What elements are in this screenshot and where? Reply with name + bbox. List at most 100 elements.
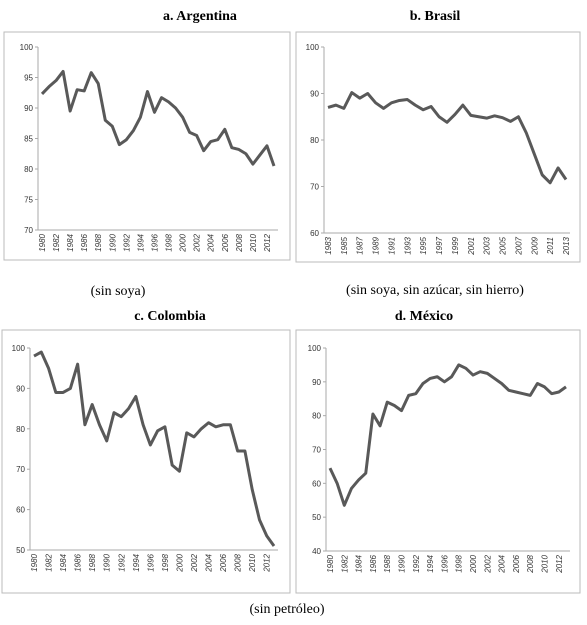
x-tick-label: 1990 [103,553,112,571]
y-tick-label: 80 [312,412,321,421]
panel-caption: (sin soya, sin azúcar, sin hierro) [346,283,524,298]
footnote: (sin petróleo) [249,602,324,617]
x-tick-label: 1998 [165,233,174,251]
y-tick-label: 60 [312,479,321,488]
panel-frame [3,31,291,261]
x-tick-label: 1992 [122,233,131,251]
x-tick-label: 1984 [59,553,68,571]
y-tick-label: 90 [24,104,33,113]
x-tick-label: 1986 [80,233,89,251]
x-tick-label: 2010 [541,554,550,573]
x-tick-label: 1994 [132,553,141,571]
x-tick-label: 2012 [263,233,272,252]
x-tick-label: 2002 [190,553,199,572]
x-tick-label: 2010 [249,233,258,252]
x-tick-label: 2005 [499,236,508,255]
data-line [40,69,276,167]
x-tick-label: 2006 [221,233,230,252]
y-tick-label: 80 [16,425,25,434]
x-tick-label: 1986 [74,553,83,571]
y-tick-label: 70 [310,183,319,192]
x-tick-label: 2008 [234,553,243,572]
x-tick-label: 1984 [355,554,364,572]
panel-frame [295,329,581,594]
x-tick-label: 1980 [30,553,39,571]
y-tick-label: 50 [312,513,321,522]
y-tick-label: 40 [312,547,321,556]
y-tick-label: 60 [16,506,25,515]
panel-frame [295,31,581,263]
data-line [327,91,568,185]
y-tick-label: 100 [308,344,322,353]
x-tick-label: 2007 [514,236,523,255]
x-tick-label: 2002 [193,233,202,252]
x-tick-label: 2008 [526,554,535,573]
x-tick-label: 2000 [175,553,184,572]
x-tick-label: 2006 [219,553,228,572]
x-tick-label: 1998 [455,554,464,572]
x-tick-label: 1992 [117,553,126,571]
x-tick-label: 2011 [546,237,555,255]
x-tick-label: 1980 [38,233,47,251]
x-tick-label: 1984 [66,233,75,251]
x-tick-label: 2009 [530,236,539,255]
y-tick-label: 90 [312,378,321,387]
x-tick-label: 1995 [419,236,428,254]
data-line [33,350,276,547]
y-tick-label: 100 [12,344,26,353]
x-tick-label: 2004 [207,233,216,252]
y-tick-label: 75 [24,196,33,205]
x-tick-label: 2002 [483,554,492,573]
x-tick-label: 1982 [52,233,61,251]
x-tick-label: 2004 [205,553,214,572]
y-tick-label: 70 [24,226,33,235]
x-tick-label: 1998 [161,553,170,571]
x-tick-label: 1990 [108,233,117,251]
y-tick-label: 80 [310,136,319,145]
y-tick-label: 90 [310,90,319,99]
y-tick-label: 70 [16,465,25,474]
x-tick-label: 1996 [440,554,449,572]
x-tick-label: 1992 [412,554,421,572]
x-tick-label: 1999 [451,236,460,254]
x-tick-label: 1987 [356,236,365,254]
x-tick-label: 1994 [136,233,145,251]
panel-frame [1,329,291,594]
x-tick-label: 1982 [340,554,349,572]
x-tick-label: 1996 [150,233,159,251]
panel-title: d. México [395,309,453,324]
y-tick-label: 90 [16,384,25,393]
y-tick-label: 80 [24,165,33,174]
x-tick-label: 1993 [403,236,412,254]
y-tick-label: 100 [306,43,320,52]
x-tick-label: 2008 [235,233,244,252]
y-tick-label: 50 [16,546,25,555]
x-tick-label: 2010 [248,553,257,572]
panel-caption: (sin soya) [91,284,146,299]
x-tick-label: 1988 [94,233,103,251]
x-tick-label: 1985 [340,236,349,254]
x-tick-label: 1982 [45,553,54,571]
x-tick-label: 1988 [88,553,97,571]
x-tick-label: 1989 [372,236,381,254]
y-tick-label: 100 [20,43,34,52]
y-tick-label: 95 [24,74,33,83]
y-tick-label: 85 [24,135,33,144]
x-tick-label: 2000 [179,233,188,252]
x-tick-label: 2000 [469,554,478,573]
x-tick-label: 2012 [263,553,272,572]
data-line [328,363,567,507]
x-tick-label: 1986 [369,554,378,572]
panel-title: b. Brasil [410,9,461,24]
x-tick-label: 2001 [467,237,476,256]
x-tick-label: 1990 [398,554,407,572]
x-tick-label: 2003 [483,236,492,255]
x-tick-label: 1994 [426,554,435,572]
x-tick-label: 2012 [555,554,564,573]
x-tick-label: 1983 [324,236,333,254]
x-tick-label: 2004 [498,554,507,573]
x-tick-label: 1997 [435,236,444,254]
x-tick-label: 1988 [383,554,392,572]
y-tick-label: 60 [310,229,319,238]
